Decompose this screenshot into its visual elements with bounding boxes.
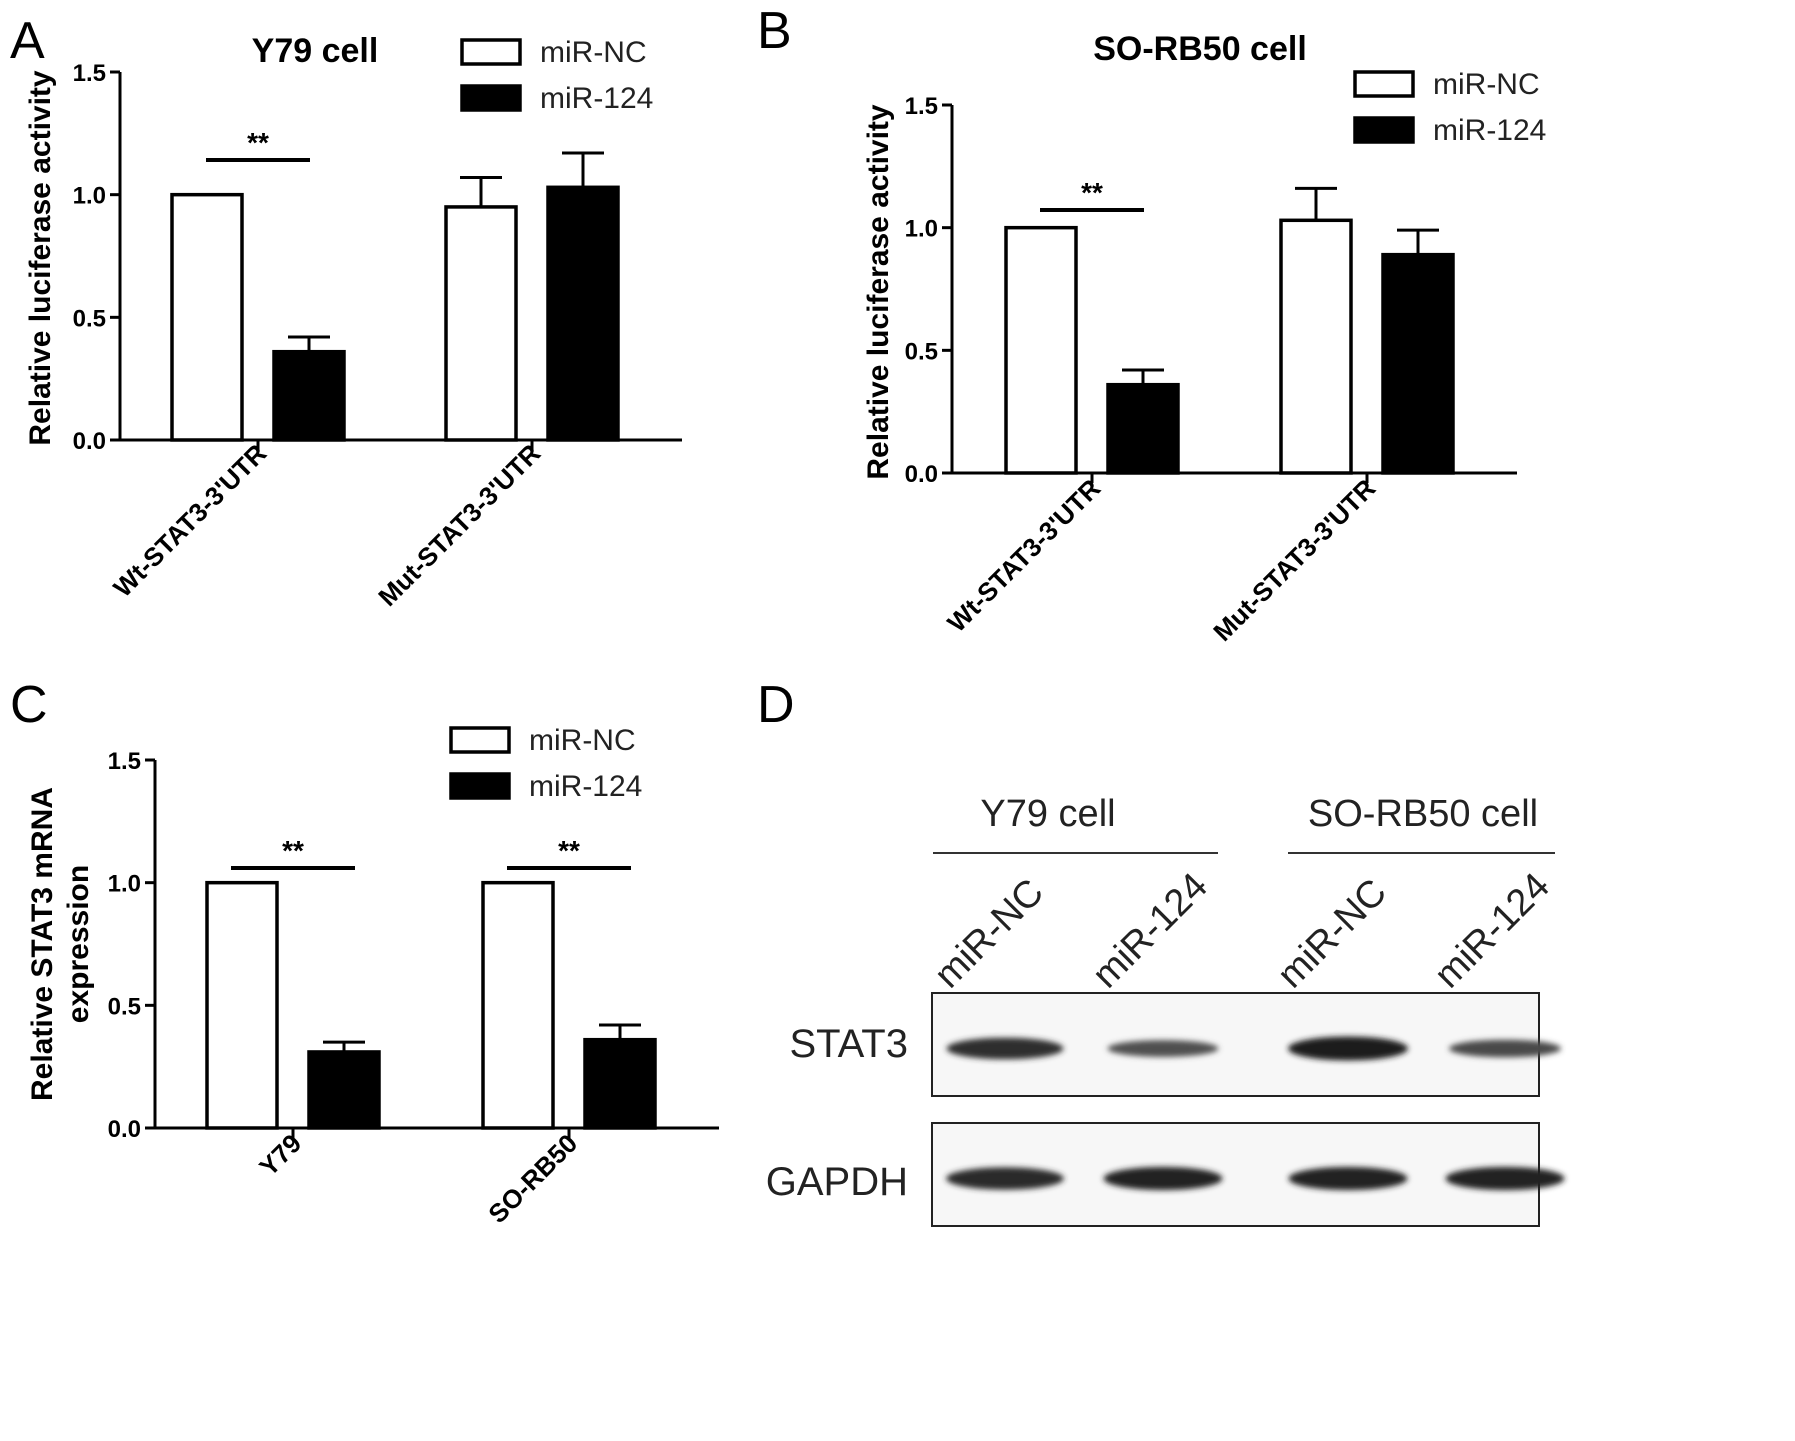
bar-mir-nc: [170, 192, 244, 442]
y-tick-label: 1.0: [108, 871, 141, 898]
y-tick-label: 0.5: [905, 338, 938, 365]
y-tick-label: 0.5: [73, 305, 106, 332]
bar-mir-124: [307, 1050, 381, 1130]
y-tick-label: 0.5: [108, 993, 141, 1020]
y-tick-label: 1.5: [73, 60, 106, 87]
legend: miR-NC miR-124: [460, 36, 653, 115]
blot-band: [1288, 1166, 1408, 1191]
bar-mir-nc: [1004, 225, 1078, 475]
y-tick-label: 1.5: [905, 93, 938, 120]
bar-mir-nc: [205, 880, 279, 1130]
panel-letter: D: [757, 676, 795, 734]
panel-letter: C: [10, 676, 48, 734]
legend-swatch: [449, 726, 511, 754]
bar-mir-nc: [481, 880, 555, 1130]
blot-band: [946, 1037, 1064, 1060]
significance-label: **: [247, 127, 269, 158]
chart-title: SO-RB50 cell: [1093, 30, 1307, 68]
y-tick-label: 1.0: [73, 183, 106, 210]
legend-swatch: [1353, 116, 1415, 144]
blot-row-label: STAT3: [789, 1022, 908, 1066]
legend-swatch: [460, 38, 522, 66]
legend-label: miR-124: [1433, 114, 1546, 147]
legend-label: miR-NC: [1433, 68, 1540, 101]
legend-swatch: [1353, 70, 1415, 98]
blot-band: [1288, 1036, 1408, 1061]
blot-panel-d: D Y79 cell SO-RB50 cell miR-NC miR-124 miR-NC…: [757, 676, 1565, 1227]
bar-mir-124: [1381, 252, 1455, 475]
bar-mir-124: [272, 349, 346, 442]
blot-lane-label: miR-124: [1427, 865, 1558, 996]
y-axis-label: Relative STAT3 mRNA expression: [26, 787, 95, 1101]
y-tick-label: 0.0: [108, 1116, 141, 1143]
blot-band: [1449, 1039, 1561, 1058]
y-axis-label: Relative luciferase activity: [862, 104, 895, 480]
category-label: Y79: [253, 1128, 307, 1182]
chart-panel-c: C Relative STAT3 mRNA expression 0.0 0.5 1.0 1…: [10, 676, 719, 1229]
category-label: Wt-STAT3-3'UTR: [107, 438, 272, 603]
blot-lane-label: miR-NC: [1270, 871, 1395, 996]
blot-lane-label: miR-NC: [927, 871, 1052, 996]
panel-letter: B: [757, 2, 792, 60]
bar-mir-124: [583, 1037, 657, 1130]
blot-band: [946, 1167, 1064, 1190]
blot-lane-label: miR-124: [1085, 865, 1216, 996]
blot-group-label: Y79 cell: [980, 793, 1115, 835]
category-label: Mut-STAT3-3'UTR: [372, 438, 546, 612]
legend: miR-NC miR-124: [1353, 68, 1546, 147]
blot-group-label: SO-RB50 cell: [1308, 793, 1538, 835]
legend-label: miR-NC: [540, 36, 647, 69]
category-label: SO-RB50: [482, 1128, 583, 1229]
y-axis-label: Relative luciferase activity: [24, 70, 57, 446]
legend-swatch: [449, 772, 511, 800]
legend-label: miR-124: [529, 770, 642, 803]
panel-letter: A: [10, 12, 45, 70]
significance-label: **: [558, 835, 580, 866]
chart-panel-a: A Y79 cell Relative luciferase activity 0.0…: [10, 12, 682, 612]
y-tick-label: 1.0: [905, 216, 938, 243]
legend: miR-NC miR-124: [449, 724, 642, 803]
chart-title: Y79 cell: [252, 32, 379, 70]
y-tick-label: 1.5: [108, 748, 141, 775]
significance-label: **: [282, 835, 304, 866]
legend-swatch: [460, 84, 522, 112]
significance-label: **: [1081, 177, 1103, 208]
blot-band: [1107, 1040, 1219, 1057]
category-label: Wt-STAT3-3'UTR: [941, 473, 1106, 638]
blot-band: [1445, 1166, 1565, 1191]
chart-panel-b: B SO-RB50 cell Relative luciferase activit…: [757, 2, 1546, 647]
bar-mir-nc: [444, 205, 518, 442]
blot-row-label: GAPDH: [766, 1160, 908, 1204]
y-tick-label: 0.0: [905, 461, 938, 488]
bar-mir-nc: [1279, 218, 1353, 475]
legend-label: miR-124: [540, 82, 653, 115]
y-tick-label: 0.0: [73, 428, 106, 455]
legend-label: miR-NC: [529, 724, 636, 757]
category-label: Mut-STAT3-3'UTR: [1207, 473, 1381, 647]
bar-mir-124: [546, 185, 620, 442]
blot-band: [1103, 1166, 1223, 1191]
bar-mir-124: [1106, 382, 1180, 475]
